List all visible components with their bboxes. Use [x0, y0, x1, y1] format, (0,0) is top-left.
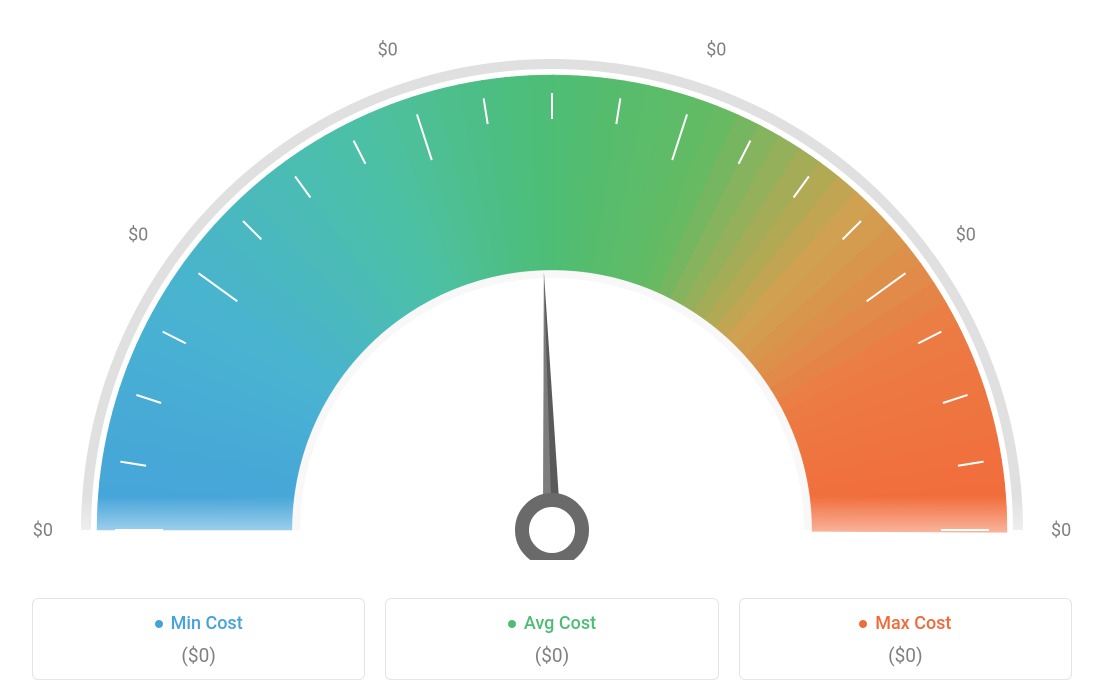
dot-icon	[859, 620, 867, 628]
legend-value-avg: ($0)	[396, 644, 707, 667]
legend-value-min: ($0)	[43, 644, 354, 667]
legend-label-min: Min Cost	[171, 613, 243, 634]
gauge-infographic: $0 $0 $0 $0 $0 $0 Min Cost ($0) Avg Cost ($0)…	[0, 0, 1104, 690]
legend-row: Min Cost ($0) Avg Cost ($0) Max Cost ($0…	[32, 598, 1072, 681]
legend-title-min: Min Cost	[155, 613, 243, 634]
dot-icon	[155, 620, 163, 628]
svg-text:$0: $0	[378, 39, 398, 60]
legend-card-avg: Avg Cost ($0)	[385, 598, 718, 681]
dot-icon	[508, 620, 516, 628]
legend-title-max: Max Cost	[859, 613, 951, 634]
gauge-svg: $0 $0 $0 $0 $0 $0	[0, 0, 1104, 560]
svg-text:$0: $0	[128, 225, 148, 246]
legend-title-avg: Avg Cost	[508, 613, 596, 634]
legend-label-avg: Avg Cost	[524, 613, 596, 634]
legend-value-max: ($0)	[750, 644, 1061, 667]
legend-label-max: Max Cost	[875, 613, 951, 634]
svg-text:$0: $0	[956, 225, 976, 246]
legend-card-min: Min Cost ($0)	[32, 598, 365, 681]
legend-card-max: Max Cost ($0)	[739, 598, 1072, 681]
svg-text:$0: $0	[706, 39, 726, 60]
svg-text:$0: $0	[1051, 520, 1071, 541]
svg-text:$0: $0	[33, 520, 53, 541]
gauge-chart: $0 $0 $0 $0 $0 $0	[0, 0, 1104, 560]
